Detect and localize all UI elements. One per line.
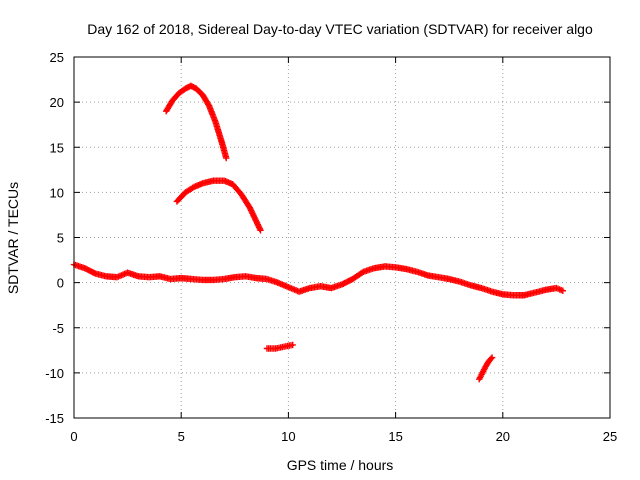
chart-title: Day 162 of 2018, Sidereal Day-to-day VTE… xyxy=(87,21,593,37)
data-point xyxy=(358,269,366,276)
series-arc-lower-1 xyxy=(263,341,296,352)
data-point xyxy=(289,341,296,349)
x-tick-label: 5 xyxy=(178,429,185,444)
x-tick-label: 0 xyxy=(70,429,77,444)
x-tick-label: 10 xyxy=(281,429,295,444)
y-axis-label: SDTVAR / TECUs xyxy=(5,182,21,294)
y-tick-label: 0 xyxy=(57,276,64,291)
x-tick-label: 20 xyxy=(496,429,510,444)
y-tick-label: -5 xyxy=(52,321,64,336)
grid-lines xyxy=(74,57,610,418)
y-tick-label: 25 xyxy=(50,50,64,65)
series-arc-upper-2 xyxy=(173,177,264,234)
series-band-main xyxy=(70,261,567,299)
y-tick-label: 10 xyxy=(50,185,64,200)
data-point xyxy=(223,154,230,162)
axis-ticks: 0 5 10 15 20 25 -15 -10 -5 0 5 10 15 20 25 xyxy=(45,50,617,444)
series-arc-lower-2 xyxy=(476,354,496,383)
y-tick-label: 5 xyxy=(57,231,64,246)
data-point xyxy=(488,354,496,361)
y-tick-label: -15 xyxy=(45,411,64,426)
y-tick-label: 15 xyxy=(50,140,64,155)
x-axis-label: GPS time / hours xyxy=(287,457,394,473)
x-tick-label: 25 xyxy=(603,429,617,444)
y-tick-label: -10 xyxy=(45,366,64,381)
data-point xyxy=(487,355,495,362)
data-markers xyxy=(70,82,567,383)
series-arc-upper-1 xyxy=(162,82,230,162)
data-point xyxy=(559,287,567,294)
data-point xyxy=(257,227,264,234)
x-tick-label: 15 xyxy=(388,429,402,444)
y-tick-label: 20 xyxy=(50,95,64,110)
